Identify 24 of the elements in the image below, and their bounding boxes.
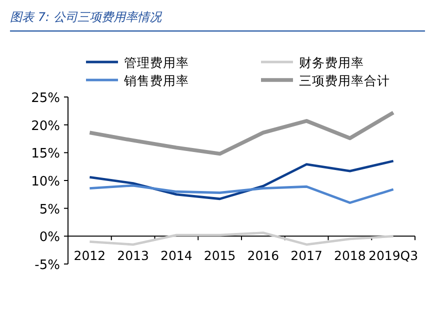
x-tick-label: 2015 [204,248,236,264]
x-tick-label: 2017 [290,248,322,264]
line-series [88,110,396,156]
y-tick-label: 25% [31,91,60,106]
x-tick-label: 2012 [74,248,106,264]
y-tick-label: 5% [39,202,60,218]
line-series [88,184,395,204]
legend-label: 财务费用率 [299,55,364,70]
x-tick-label: 2014 [160,248,192,264]
y-tick-label: 15% [31,146,60,162]
legend-label: 管理费用率 [124,55,189,70]
y-tick-label: 0% [39,230,60,246]
line-series [88,160,395,200]
y-tick-label: 10% [31,174,60,190]
chart-title: 图表 7: 公司三项费用率情况 [10,10,162,24]
line-series [88,232,395,246]
y-tick-label: -5% [34,258,60,273]
y-tick-label: 20% [31,118,60,134]
x-tick-label: 2019Q3 [368,248,418,264]
legend-label: 三项费用率合计 [299,73,390,88]
x-tick-label: 2013 [117,248,149,264]
x-tick-label: 2016 [247,248,280,264]
legend-label: 销售费用率 [123,73,189,88]
x-tick-label: 2018 [334,248,366,264]
